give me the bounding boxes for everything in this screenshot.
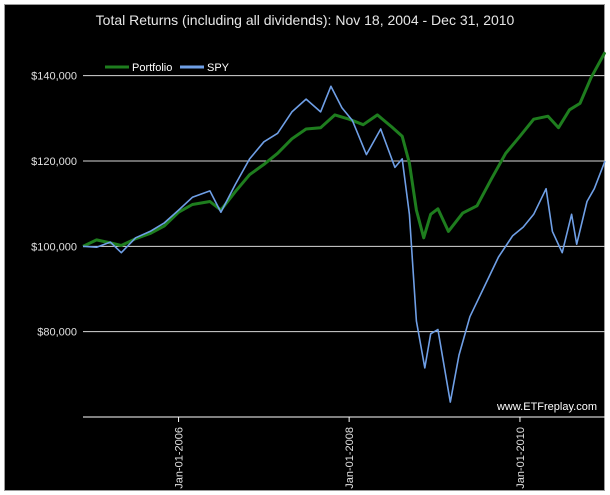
y-tick-labels: $80,000 $100,000 $120,000 $140,000 [31,71,77,339]
legend-label-spy: SPY [207,62,230,74]
chart-svg: Total Returns (including all dividends):… [31,12,606,489]
chart-title: Total Returns (including all dividends):… [96,12,515,28]
grid-layer [83,75,605,333]
y-tick-label-100000: $100,000 [31,241,77,253]
x-tick-label-2006-01-01: Jan-01-2006 [174,427,186,489]
series-layer [82,51,606,403]
chart-frame: Total Returns (including all dividends):… [4,4,606,491]
series-line-spy [82,85,606,403]
x-tick-label-2010-01-01: Jan-01-2010 [515,427,527,489]
legend: Portfolio SPY [105,62,230,74]
y-tick-label-80000: $80,000 [37,327,77,339]
y-tick-label-140000: $140,000 [31,71,77,83]
x-tick-labels: Jan-01-2006 Jan-01-2008 Jan-01-2010 [174,417,527,489]
watermark-annotation: www.ETFreplay.com [496,401,597,413]
x-tick-label-2008-01-01: Jan-01-2008 [344,427,356,489]
series-line-portfolio [82,51,606,248]
y-tick-label-120000: $120,000 [31,156,77,168]
legend-label-portfolio: Portfolio [132,62,172,74]
